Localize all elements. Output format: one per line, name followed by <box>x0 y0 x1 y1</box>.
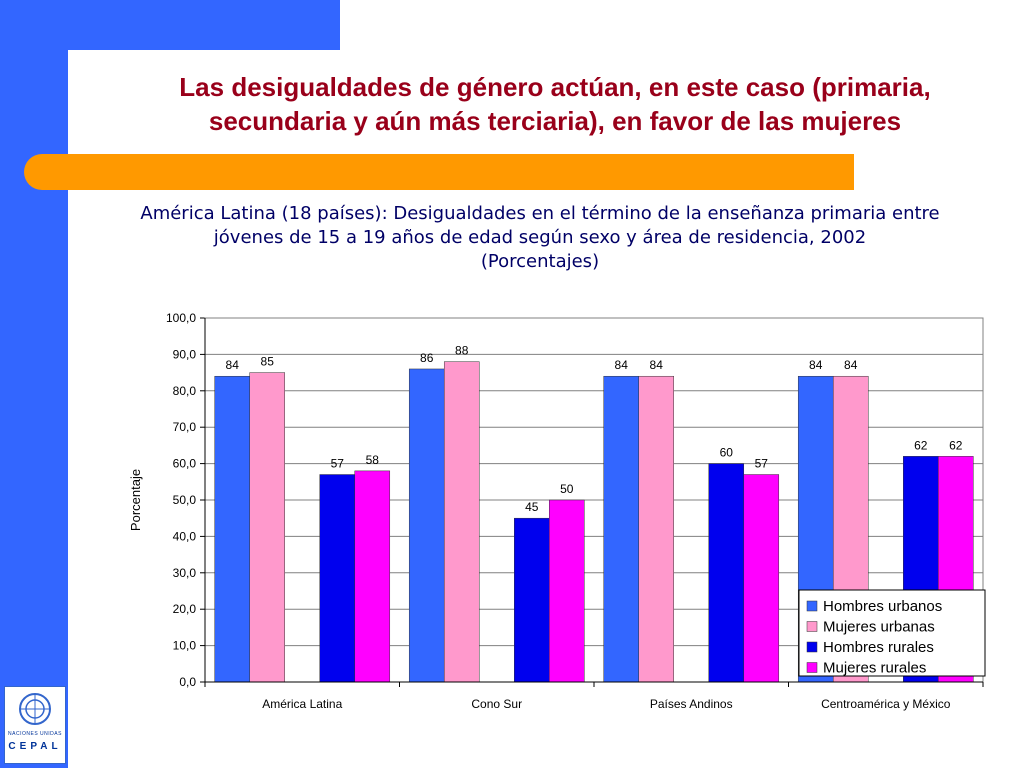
slide-title-line1: Las desigualdades de género actúan, en e… <box>179 72 931 102</box>
x-tick-label: Países Andinos <box>650 697 733 711</box>
bar-value-label: 84 <box>844 358 858 372</box>
x-tick-label: América Latina <box>262 697 342 711</box>
y-tick-label: 60,0 <box>173 457 197 471</box>
un-emblem-icon <box>19 693 51 725</box>
bar <box>319 474 356 683</box>
bar-value-label: 85 <box>261 355 275 369</box>
legend-box <box>798 589 986 677</box>
chart-subtitle-line1: América Latina (18 países): Desigualdade… <box>140 203 940 224</box>
legend-swatch <box>806 641 818 653</box>
bar-value-label: 60 <box>720 446 734 460</box>
legend-entry: Hombres rurales <box>823 639 934 656</box>
y-axis-label: Porcentaje <box>128 469 143 531</box>
legend-entry: Hombres urbanos <box>823 598 942 615</box>
y-tick-label: 0,0 <box>179 675 196 689</box>
y-tick-label: 70,0 <box>173 420 197 434</box>
logo-text-naciones-unidas: NACIONES UNIDAS <box>8 731 62 737</box>
bar-value-label: 84 <box>226 358 240 372</box>
bar <box>408 368 445 683</box>
bar <box>249 372 285 683</box>
bar-value-label: 58 <box>366 453 380 467</box>
logo-text-cepal: CEPAL <box>8 741 62 752</box>
bar <box>514 517 550 683</box>
bar-value-label: 57 <box>755 457 769 471</box>
bar-value-label: 57 <box>331 457 345 471</box>
y-tick-label: 50,0 <box>173 493 197 507</box>
y-tick-label: 100,0 <box>166 311 196 325</box>
cepal-logo: NACIONES UNIDAS CEPAL <box>4 686 66 764</box>
bar <box>708 463 745 683</box>
y-tick-label: 80,0 <box>173 384 197 398</box>
legend-swatch <box>806 662 818 673</box>
bar <box>549 499 585 683</box>
bar <box>443 361 480 683</box>
bar-value-label: 86 <box>420 351 434 365</box>
chart-subtitle: América Latina (18 países): Desigualdade… <box>100 202 980 274</box>
bar-value-label: 62 <box>949 438 963 452</box>
y-tick-label: 10,0 <box>173 639 197 653</box>
bar <box>214 375 250 683</box>
legend-entry: Mujeres urbanas <box>823 619 935 636</box>
y-tick-label: 20,0 <box>173 602 197 616</box>
y-tick-label: 30,0 <box>173 566 197 580</box>
bar <box>743 474 780 683</box>
legend-swatch <box>806 621 818 632</box>
bar <box>603 375 639 683</box>
slide-title-line2: secundaria y aún más terciaria), en favo… <box>208 106 902 136</box>
bar-value-label: 45 <box>525 500 539 514</box>
y-tick-label: 90,0 <box>173 347 197 361</box>
slide-title: Las desigualdades de género actúan, en e… <box>110 70 1000 138</box>
bar <box>638 375 674 683</box>
bar-value-label: 84 <box>809 358 823 372</box>
corner-curve <box>68 50 208 170</box>
legend-entry: Mujeres rurales <box>823 660 926 677</box>
bar-chart: 0,0 10,0 20,0 30,0 40,0 50,0 60,0 70,0 80,0 90,0 1… <box>128 311 986 711</box>
bar-value-label: 84 <box>615 358 629 372</box>
bar-value-label: 50 <box>560 482 574 496</box>
legend-swatch <box>806 600 818 612</box>
orange-accent-bar <box>24 154 854 190</box>
top-blue-band <box>0 0 340 50</box>
bar-value-label: 62 <box>914 438 928 452</box>
chart-subtitle-line3: (Porcentajes) <box>480 251 600 272</box>
x-tick-label: Centroamérica y México <box>821 697 951 711</box>
x-tick-label: Cono Sur <box>471 697 522 711</box>
bar-value-label: 84 <box>650 358 664 372</box>
y-tick-label: 40,0 <box>173 529 197 543</box>
bar-value-label: 88 <box>455 344 469 358</box>
bar <box>354 470 391 683</box>
chart-subtitle-line2: jóvenes de 15 a 19 años de edad según se… <box>213 227 867 248</box>
left-blue-band <box>0 0 68 768</box>
